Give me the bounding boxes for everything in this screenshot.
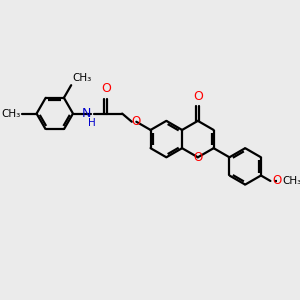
Text: N: N bbox=[82, 107, 91, 120]
Text: O: O bbox=[272, 175, 281, 188]
Text: O: O bbox=[193, 151, 203, 164]
Text: O: O bbox=[132, 115, 141, 128]
Text: CH₃: CH₃ bbox=[282, 176, 300, 186]
Text: O: O bbox=[101, 82, 111, 95]
Text: H: H bbox=[88, 118, 96, 128]
Text: CH₃: CH₃ bbox=[72, 74, 91, 83]
Text: CH₃: CH₃ bbox=[2, 109, 21, 118]
Text: O: O bbox=[193, 90, 203, 103]
